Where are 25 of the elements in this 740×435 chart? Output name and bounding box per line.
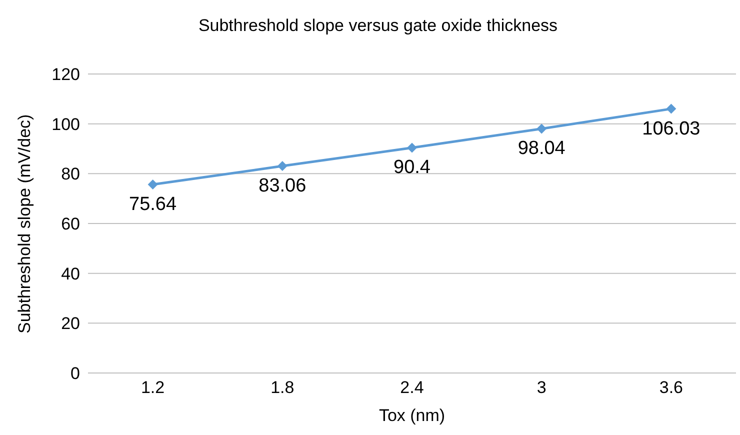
y-tick-label: 0	[70, 364, 80, 384]
data-label: 83.06	[258, 176, 306, 197]
y-tick-label: 60	[61, 214, 80, 234]
data-label: 90.4	[394, 157, 431, 178]
point	[277, 161, 288, 172]
data-label: 75.64	[129, 194, 178, 216]
x-tick-label: 1.2	[140, 378, 165, 398]
chart-title: Subthreshold slope versus gate oxide thickness	[197, 16, 559, 36]
data-label: 98.04	[518, 138, 566, 160]
x-tick-label: 3	[536, 378, 546, 398]
x-tick-label: 1.8	[270, 378, 294, 398]
x-axis-title: Tox (nm)	[378, 406, 446, 425]
y-tick-label: 100	[52, 114, 80, 134]
y-axis-title: Subthreshold slope (mV/dec)	[15, 114, 34, 334]
point	[536, 124, 547, 134]
x-tick-label: 3.6	[659, 378, 684, 398]
y-tick-label: 40	[61, 264, 80, 284]
data-label: 106.03	[642, 118, 700, 140]
x-tick-label: 2.4	[400, 378, 424, 398]
point	[148, 180, 158, 190]
point	[666, 104, 676, 114]
y-tick-label: 20	[61, 314, 80, 334]
y-tick-label: 80	[61, 164, 80, 184]
point	[407, 142, 417, 153]
y-tick-label: 120	[52, 65, 80, 84]
